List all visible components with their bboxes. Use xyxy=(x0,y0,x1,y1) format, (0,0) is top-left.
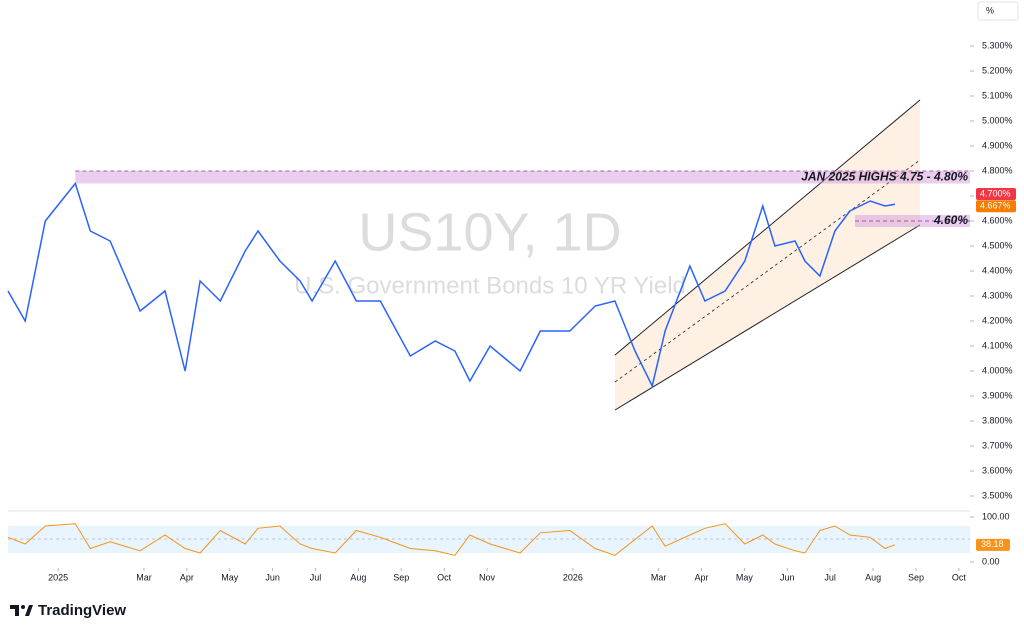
x-tick-label: May xyxy=(221,572,239,582)
x-tick-label: 2025 xyxy=(48,572,68,582)
x-tick-label: Nov xyxy=(479,572,496,582)
y-tick-label: 4.600% xyxy=(982,215,1013,225)
y-tick-label: 5.200% xyxy=(982,65,1013,75)
price-label: 4.700% xyxy=(980,188,1011,198)
y-tick-label: 5.100% xyxy=(982,90,1013,100)
price-line xyxy=(7,181,896,389)
y-tick-label: 4.500% xyxy=(982,240,1013,250)
watermark-title: US10Y, 1D xyxy=(358,202,621,262)
y-tick-label: 5.300% xyxy=(982,40,1013,50)
x-tick-label: Mar xyxy=(136,572,152,582)
x-tick-label: Aug xyxy=(865,572,881,582)
y-tick-label: 4.800% xyxy=(982,165,1013,175)
rsi-tick-label: 100.00 xyxy=(982,511,1010,521)
channel-fill xyxy=(615,100,920,410)
y-tick-label: 4.300% xyxy=(982,290,1013,300)
y-tick-label: 3.900% xyxy=(982,390,1013,400)
y-tick-label: 4.400% xyxy=(982,265,1013,275)
x-tick-label: Aug xyxy=(350,572,366,582)
rsi-last-label: 38.18 xyxy=(981,539,1004,549)
y-tick-label: 4.000% xyxy=(982,365,1013,375)
y-unit: % xyxy=(986,5,994,15)
x-tick-label: Jul xyxy=(310,572,322,582)
channel-lower xyxy=(614,224,921,411)
x-tick-label: Mar xyxy=(651,572,667,582)
rsi-band xyxy=(8,526,970,553)
y-tick-label: 3.700% xyxy=(982,440,1013,450)
x-tick-label: Sep xyxy=(908,572,924,582)
rsi-tick-label: 0.00 xyxy=(982,556,1000,566)
x-tick-label: Jul xyxy=(824,572,836,582)
x-tick-label: Jun xyxy=(780,572,795,582)
x-tick-label: Oct xyxy=(952,572,967,582)
y-tick-label: 4.900% xyxy=(982,140,1013,150)
y-tick-label: 3.800% xyxy=(982,415,1013,425)
price-label-box xyxy=(976,188,1016,200)
x-tick-label: Apr xyxy=(695,572,709,582)
channel-upper xyxy=(614,99,921,356)
y-tick-label: 3.600% xyxy=(982,465,1013,475)
y-tick-label: 4.100% xyxy=(982,340,1013,350)
channel-mid xyxy=(614,159,921,383)
y-tick-label: 4.200% xyxy=(982,315,1013,325)
brand: TradingView xyxy=(38,602,126,619)
y-tick-label: 5.000% xyxy=(982,115,1013,125)
rsi-last-box xyxy=(976,538,1010,551)
rsi-line xyxy=(7,523,896,556)
zone xyxy=(75,171,971,184)
logo xyxy=(10,605,33,616)
x-tick-label: Oct xyxy=(437,572,452,582)
x-tick-label: May xyxy=(736,572,754,582)
x-tick-label: Sep xyxy=(393,572,409,582)
unit-box[interactable] xyxy=(977,1,1019,21)
y-tick-label: 3.500% xyxy=(982,490,1013,500)
zone-label: 4.60% xyxy=(933,213,968,227)
watermark-subtitle: U.S. Government Bonds 10 YR Yield xyxy=(294,272,686,299)
price-label-box xyxy=(976,200,1016,213)
price-label: 4.667% xyxy=(980,201,1011,211)
x-tick-label: 2026 xyxy=(563,572,583,582)
x-tick-label: Apr xyxy=(180,572,194,582)
zone-label: JAN 2025 HIGHS 4.75 - 4.80% xyxy=(801,169,968,183)
x-tick-label: Jun xyxy=(265,572,280,582)
